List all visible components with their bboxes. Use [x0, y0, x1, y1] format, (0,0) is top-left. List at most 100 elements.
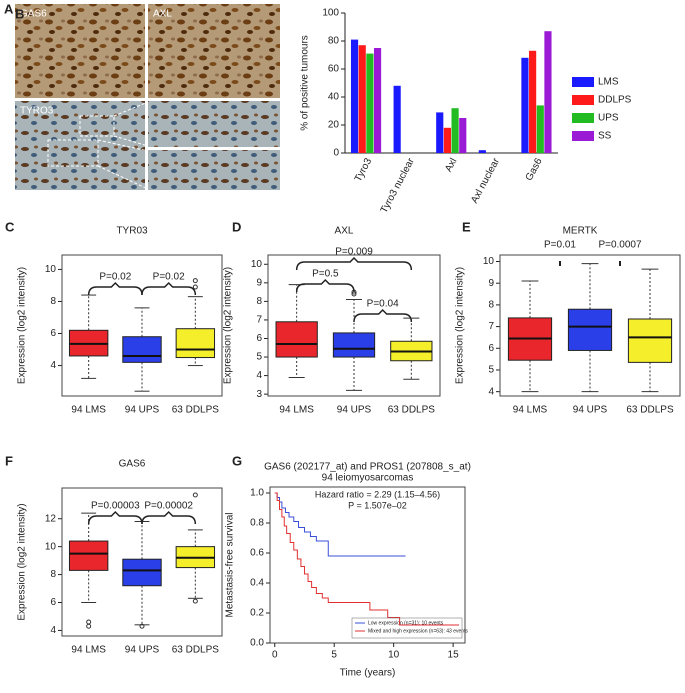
y-tick-label: 4: [50, 625, 56, 636]
image-label: AXL: [153, 9, 172, 20]
chart-title: MERTK: [563, 226, 598, 237]
y-axis-label: Metastasis-free survival: [225, 512, 236, 617]
y-tick-label: 0.8: [250, 518, 264, 529]
plot-frame: [267, 254, 441, 397]
box: [627, 318, 673, 363]
chart-title: AXL: [335, 226, 354, 237]
panel-letter: F: [5, 453, 13, 468]
y-tick-label: 0.2: [250, 608, 264, 619]
y-tick-label: 4: [50, 360, 56, 371]
y-tick-label: 60: [328, 64, 340, 75]
y-tick-label: 0.0: [250, 638, 264, 649]
legend-label: SS: [598, 131, 612, 142]
x-tick-label: 94 UPS: [573, 405, 608, 416]
bar: [358, 45, 366, 154]
bar: [459, 118, 467, 153]
p-value: P=0.0007: [598, 240, 642, 251]
outlier: [86, 623, 92, 629]
legend-label: Mixed and high expression (n=63): 43 eve…: [368, 628, 468, 634]
x-tick-label: 15: [448, 650, 460, 661]
significance-bracket: [141, 281, 197, 296]
legend-box: [351, 617, 463, 639]
x-tick-label: Gas6: [524, 156, 545, 183]
significance-bracket: [353, 308, 413, 323]
zoom-guides: [47, 101, 149, 190]
x-tick-label: Tyro3: [353, 156, 375, 184]
legend-swatch: [572, 95, 594, 105]
panel-letter: A: [4, 1, 14, 16]
significance-bracket: [141, 510, 197, 525]
outlier: [139, 623, 145, 629]
bar: [436, 112, 444, 153]
x-tick-label: 5: [331, 650, 337, 661]
y-tick-label: 6: [50, 328, 56, 339]
chart-title: TYR03: [116, 226, 148, 237]
bar: [544, 31, 552, 154]
significance-bracket: [87, 510, 143, 525]
x-tick-label: 94 LMS: [513, 405, 548, 416]
x-tick-label: 63 DDLPS: [388, 405, 436, 416]
y-axis-label: % of positive tumours: [300, 35, 311, 131]
y-tick-label: 10: [45, 541, 57, 552]
bar: [451, 108, 459, 153]
y-tick-label: 8: [50, 296, 56, 307]
x-tick-label: Axl nuclear: [469, 156, 502, 205]
x-tick-label: 94 UPS: [125, 405, 160, 416]
panel-letter: C: [5, 219, 15, 234]
x-tick-label: 94 LMS: [71, 645, 106, 656]
box: [567, 308, 613, 351]
p-value: P=0.02: [99, 272, 131, 283]
outlier: [192, 278, 198, 284]
annotation: P = 1.507e–02: [348, 500, 407, 510]
legend-label: DDLPS: [598, 95, 632, 106]
bar: [443, 127, 451, 153]
box: [68, 540, 109, 571]
y-tick-label: 4: [488, 386, 494, 397]
annotation: Hazard ratio = 2.29 (1.15–4.56): [315, 489, 440, 499]
bar: [366, 53, 374, 153]
significance-bracket: [87, 281, 143, 296]
bar: [536, 105, 544, 153]
p-value: P=0.00002: [144, 501, 193, 512]
chart-title: GAS6: [119, 459, 146, 470]
chart-panel: F 4 6 8 10 12 Expression (log2 intensity) GAS6 9…: [5, 453, 223, 656]
legend-label: LMS: [598, 77, 619, 88]
y-tick-label: 0.6: [250, 548, 264, 559]
x-axis-label: Time (years): [340, 668, 396, 679]
y-axis-label: Expression (log2 intensity): [17, 267, 28, 384]
y-tick-label: 6: [488, 343, 494, 354]
plot-frame: [61, 254, 223, 397]
y-tick-label: 7: [488, 321, 494, 332]
chart-subtitle: 94 leiomyosarcomas: [322, 473, 414, 484]
y-tick-label: 0.4: [250, 578, 264, 589]
x-tick-label: 63 DDLPS: [172, 645, 220, 656]
y-tick-label: 1.0: [250, 488, 264, 499]
outlier: [192, 284, 198, 290]
x-tick-label: 94 UPS: [337, 405, 372, 416]
y-tick-label: 80: [328, 36, 340, 47]
plot-frame: [269, 486, 466, 644]
micrograph: [148, 101, 280, 147]
bar: [350, 39, 359, 153]
chart-panel: D 3 4 5 6 7 8 9 10 Expression (log2 intensity) AXL…: [223, 219, 441, 416]
bar: [478, 150, 486, 153]
p-value: P=0.04: [367, 299, 399, 310]
outlier: [192, 492, 198, 498]
y-tick-label: 20: [328, 120, 340, 131]
y-tick-label: 8: [256, 296, 262, 307]
box: [122, 558, 162, 587]
y-tick-label: 8: [488, 300, 494, 311]
chart-title: GAS6 (202177_at) and PROS1 (207808_s_at): [264, 462, 471, 473]
legend-label: Low expression (n=31): 10 events: [368, 620, 444, 626]
micrograph: [15, 4, 145, 98]
y-tick-label: 5: [256, 352, 262, 363]
outlier: [86, 619, 92, 625]
chart-panel: C 4 6 8 10 Expression (log2 intensity) TYR03 94…: [5, 219, 223, 416]
y-axis-label: Expression (log2 intensity): [455, 267, 466, 384]
panel-letter: E: [462, 219, 471, 234]
chart-panel: G 0.0 0.2 0.4 0.6 0.8 1.0 Metastasis-free survi…: [225, 453, 471, 678]
y-tick-label: 9: [256, 277, 262, 288]
panel-letter: D: [232, 219, 241, 234]
outlier: [192, 598, 198, 604]
